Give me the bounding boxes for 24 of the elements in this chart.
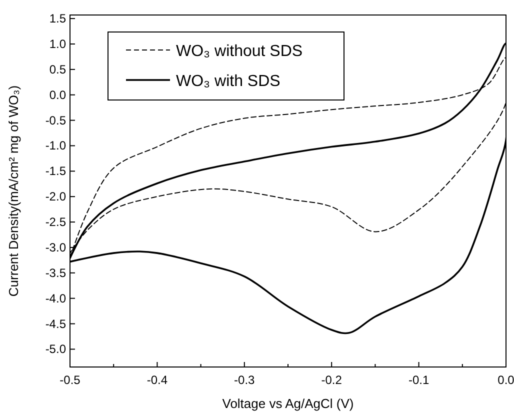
y-axis-title: Current Density(mA/cm² mg of WO₃) (6, 85, 21, 297)
y-tick-label: 0.5 (49, 62, 66, 76)
y-tick-label: 0.0 (49, 88, 66, 102)
x-axis-title: Voltage vs Ag/AgCl (V) (222, 396, 354, 411)
y-tick-label: -3.0 (45, 240, 66, 254)
legend-label: WO₃ with SDS (176, 73, 280, 90)
y-tick-label: -0.5 (45, 113, 66, 128)
x-tick-label: -0.5 (60, 373, 81, 387)
y-tick-label: 1.5 (49, 12, 66, 26)
legend-label: WO₃ without SDS (176, 43, 303, 60)
x-tick-label: -0.3 (234, 373, 256, 387)
y-tick-label: -3.5 (45, 266, 66, 280)
y-tick-label: -2.5 (45, 215, 66, 230)
y-tick-label: -4.5 (45, 316, 66, 331)
y-tick-label: -1.0 (45, 138, 66, 153)
x-tick-label: 0.0 (498, 373, 514, 387)
x-tick-label: -0.4 (146, 373, 168, 387)
y-tick-label: -5.0 (45, 342, 66, 356)
y-tick-label: -1.5 (45, 164, 66, 178)
y-tick-label: 1.0 (49, 36, 66, 51)
y-tick-label: -4.0 (45, 291, 66, 306)
x-tick-label: -0.1 (408, 373, 430, 387)
x-tick-label: -0.2 (321, 373, 342, 387)
y-tick-label: -2.0 (45, 190, 66, 204)
